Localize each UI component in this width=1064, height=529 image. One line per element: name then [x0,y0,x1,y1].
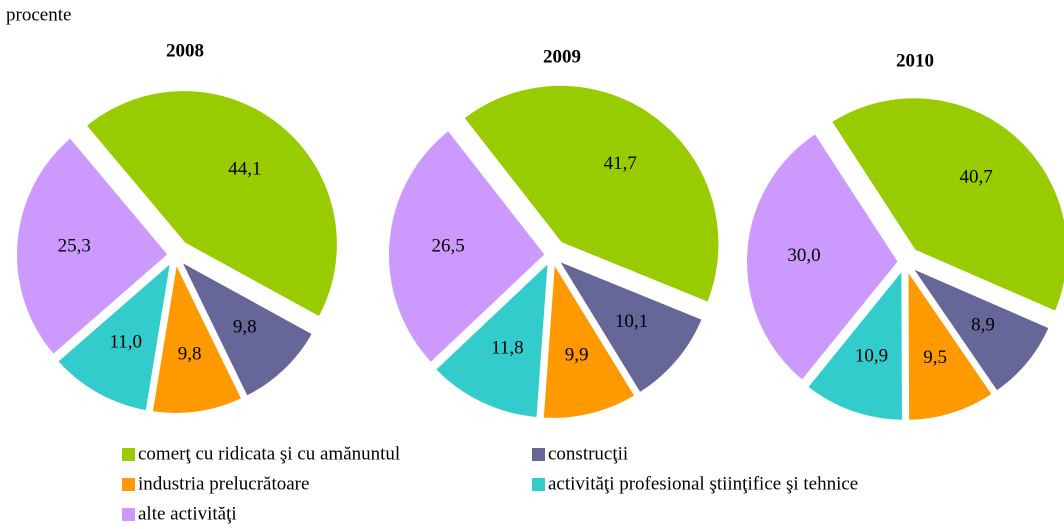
legend-swatch [122,478,135,491]
value-label: 10,9 [855,346,888,367]
pie-slice [459,81,723,307]
value-label: 26,5 [431,236,464,257]
legend-swatch [532,448,545,461]
pie-slice [52,254,176,415]
value-label: 10,1 [615,311,648,332]
pie-slice [81,87,341,322]
legend-swatch [532,478,545,491]
value-label: 44,1 [228,158,261,179]
value-label: 9,9 [565,345,589,366]
pie-title: 2010 [896,50,934,71]
value-label: 9,5 [923,347,947,368]
pie-slice [904,260,997,424]
legend-label: alte activităţi [138,503,237,524]
pie-slice [826,94,1064,316]
value-label: 11,0 [110,332,143,353]
pie-slice [148,253,247,417]
legend-swatch [122,508,135,521]
pie-title: 2009 [543,46,581,67]
value-label: 40,7 [960,166,993,187]
value-label: 41,7 [604,153,637,174]
pie-slice [550,254,707,398]
legend-swatch [122,448,135,461]
value-label: 11,8 [491,338,524,359]
legend-label: construcţii [548,443,628,464]
legend-label: industria prelucrătoare [138,473,309,494]
pie-slice [539,253,640,422]
pie-title: 2008 [166,40,204,61]
legend-label: activităţi profesional ştiinţifice şi te… [548,473,858,494]
pie-slice [173,253,318,401]
value-label: 30,0 [787,245,820,266]
value-label: 9,8 [178,343,202,364]
value-label: 9,8 [233,317,257,338]
pie-slice [802,261,906,424]
value-label: 25,3 [58,235,91,256]
pie-slice [13,133,173,360]
pie-slice [903,260,1054,396]
pie-slice [743,128,903,386]
unit-label: procente [6,4,71,25]
pie-slice [430,254,553,422]
legend-label: comerţ cu ridicata şi cu amănuntul [138,443,400,464]
value-label: 8,9 [971,315,995,336]
pie-slice [385,125,550,368]
